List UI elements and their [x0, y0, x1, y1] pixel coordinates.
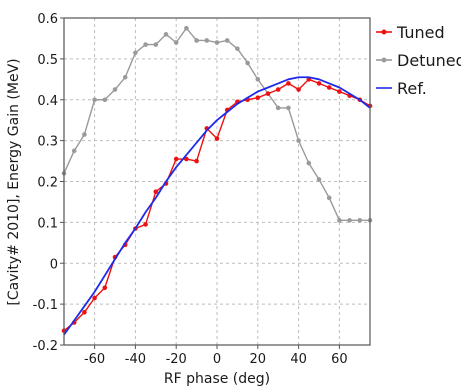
x-tick-labels: -60 -40 -20 0 20 40 60 [84, 352, 348, 367]
data-point-tuned [337, 89, 342, 94]
data-point-detuned [255, 77, 261, 82]
y-axis-title: [Cavity# 2010], Energy Gain (MeV) [6, 58, 22, 305]
data-point-detuned [102, 97, 108, 103]
data-point-detuned [71, 148, 77, 154]
legend-label-tuned: Tuned [396, 23, 445, 42]
data-point-detuned [245, 60, 250, 66]
data-point-detuned [184, 25, 189, 31]
legend-item-ref: Ref. [376, 79, 427, 98]
y-tick-label: 0.2 [37, 176, 58, 191]
legend-marker-tuned [381, 29, 387, 35]
x-tick-label: -60 [84, 352, 105, 367]
x-tick-label: 20 [250, 352, 267, 367]
data-point-tuned [326, 85, 332, 90]
data-point-tuned [92, 295, 97, 301]
data-point-tuned [316, 81, 322, 86]
legend-label-detuned: Detuned [397, 51, 461, 70]
y-tick-label: 0 [50, 257, 58, 272]
data-point-detuned [275, 105, 281, 111]
data-point-tuned [153, 189, 159, 195]
x-axis-title: RF phase (deg) [164, 371, 270, 387]
data-point-detuned [112, 87, 118, 92]
y-tick-label: 0.4 [37, 94, 58, 109]
legend-item-tuned: Tuned [376, 23, 445, 42]
x-tick-label: 40 [290, 352, 307, 367]
y-tick-label: -0.1 [33, 298, 58, 313]
data-point-tuned [296, 87, 301, 92]
data-point-detuned [326, 195, 332, 201]
x-tick-label: 60 [331, 352, 348, 367]
y-tick-label: 0.6 [37, 12, 58, 27]
data-point-tuned [143, 222, 148, 227]
data-point-detuned [82, 132, 87, 137]
data-point-detuned [204, 38, 210, 43]
data-point-detuned [286, 105, 291, 111]
legend-item-detuned: Detuned [376, 51, 461, 70]
data-point-detuned [357, 218, 363, 223]
series-layer [61, 25, 373, 336]
data-point-tuned [255, 95, 261, 101]
data-point-detuned [194, 38, 199, 43]
data-point-tuned [275, 87, 281, 92]
legend-marker-detuned [381, 57, 387, 63]
y-tick-labels: -0.2 -0.1 0 0.1 0.2 0.3 0.4 0.5 0.6 [33, 12, 58, 354]
legend: Tuned Detuned Ref. [376, 23, 461, 98]
data-point-detuned [347, 218, 352, 223]
y-tick-label: -0.2 [33, 339, 58, 354]
y-tick-label: 0.3 [37, 135, 58, 150]
data-point-detuned [224, 38, 230, 43]
data-point-detuned [122, 74, 128, 80]
data-point-tuned [184, 156, 189, 162]
series-detuned [61, 25, 373, 223]
data-point-detuned [214, 40, 220, 45]
plot-frame [63, 17, 371, 346]
data-point-detuned [337, 218, 342, 223]
data-point-detuned [296, 138, 301, 143]
data-point-detuned [306, 160, 312, 166]
data-point-tuned [102, 285, 108, 291]
data-point-tuned [173, 156, 179, 162]
data-point-tuned [286, 81, 291, 86]
data-point-detuned [92, 97, 97, 103]
x-tick-label: -40 [125, 352, 146, 367]
legend-label-ref: Ref. [397, 79, 427, 98]
data-point-detuned [143, 42, 148, 47]
data-point-detuned [163, 32, 169, 37]
series-line-ref [63, 76, 371, 336]
series-ref [63, 76, 371, 336]
data-point-tuned [214, 136, 220, 141]
x-tick-label: 0 [213, 352, 221, 367]
data-point-detuned [133, 50, 138, 56]
data-point-tuned [82, 310, 87, 315]
data-point-tuned [194, 158, 199, 164]
data-point-detuned [153, 42, 159, 47]
data-point-tuned [265, 91, 271, 96]
data-point-detuned [235, 46, 240, 51]
data-point-detuned [316, 177, 322, 182]
x-tick-label: -20 [166, 352, 187, 367]
data-point-detuned [173, 40, 179, 45]
y-tick-label: 0.5 [37, 53, 58, 68]
y-tick-label: 0.1 [37, 216, 58, 231]
